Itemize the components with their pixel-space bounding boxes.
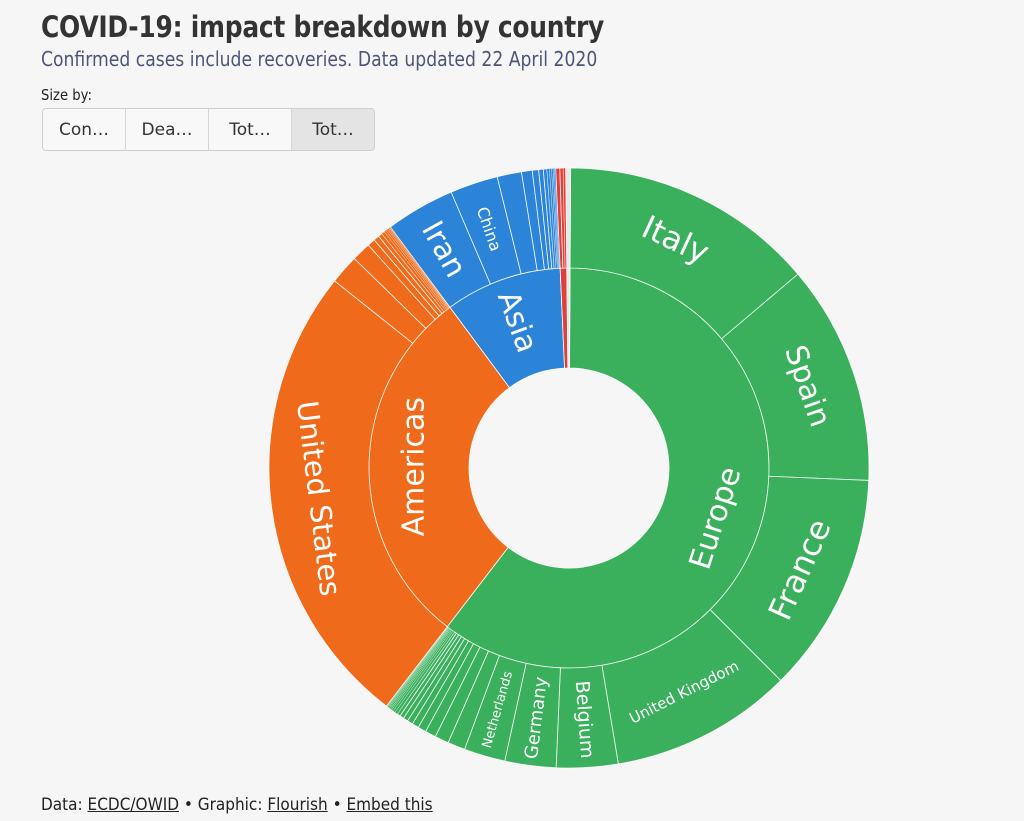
label-americas: Americas bbox=[397, 397, 432, 536]
data-source-link[interactable]: ECDC/OWID bbox=[87, 795, 179, 815]
country-slice-americas-united-states[interactable] bbox=[268, 280, 448, 707]
size-by-deaths-button[interactable]: Dea… bbox=[126, 109, 209, 150]
footer-separator: • bbox=[183, 795, 193, 815]
chart-title: COVID-19: impact breakdown by country bbox=[41, 10, 605, 44]
label-belgium: Belgium bbox=[571, 680, 598, 759]
size-by-label: Size by: bbox=[41, 86, 92, 104]
country-ring bbox=[268, 167, 870, 769]
region-ring bbox=[368, 267, 770, 669]
flourish-link[interactable]: Flourish bbox=[267, 795, 328, 815]
embed-link[interactable]: Embed this bbox=[346, 795, 433, 815]
data-prefix: Data: bbox=[41, 795, 83, 815]
footer-separator: • bbox=[332, 795, 342, 815]
size-by-total-button-2[interactable]: Tot… bbox=[292, 109, 374, 150]
size-by-button-group: Con… Dea… Tot… Tot… bbox=[42, 108, 375, 151]
size-by-confirmed-button[interactable]: Con… bbox=[43, 109, 126, 150]
graphic-prefix: Graphic: bbox=[197, 795, 263, 815]
center-hole bbox=[469, 368, 669, 568]
size-by-total-button-1[interactable]: Tot… bbox=[209, 109, 292, 150]
chart-subtitle: Confirmed cases include recoveries. Data… bbox=[41, 47, 598, 71]
footer: Data: ECDC/OWID • Graphic: Flourish • Em… bbox=[41, 795, 433, 815]
country-slice-oceania-other-1[interactable] bbox=[565, 167, 571, 269]
